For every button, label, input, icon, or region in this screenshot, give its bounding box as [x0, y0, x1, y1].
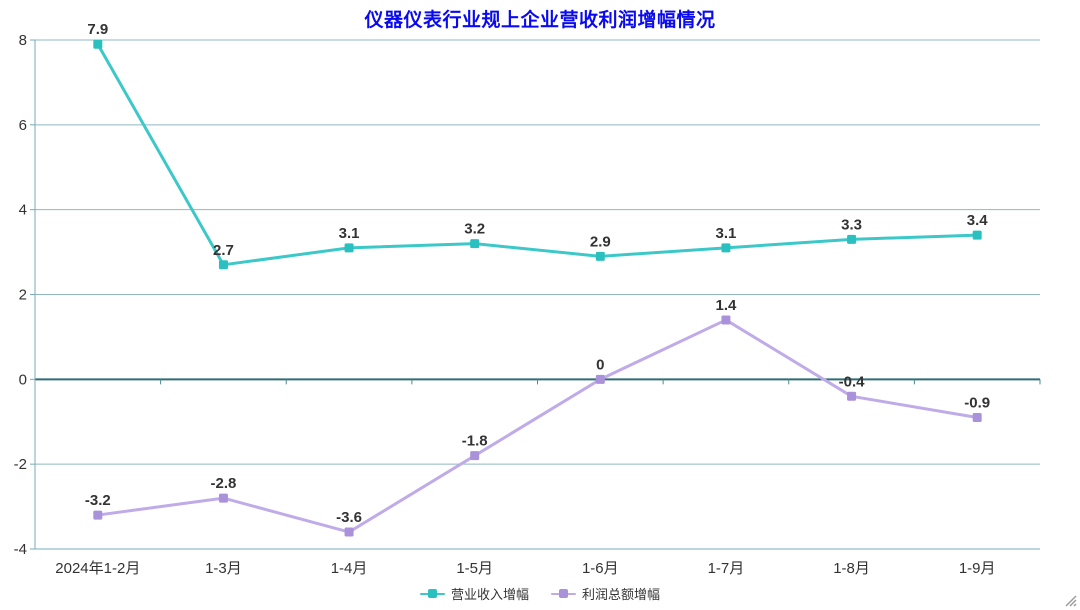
data-point-marker[interactable]	[847, 391, 857, 401]
legend-label: 利润总额增幅	[582, 587, 661, 602]
data-point-label: -2.8	[211, 475, 237, 492]
data-point-label: -0.9	[964, 395, 990, 412]
data-point-label: -3.6	[336, 509, 362, 526]
data-point-label: 1.4	[716, 297, 738, 314]
y-tick-label: -4	[14, 541, 27, 558]
data-point-label: 2.7	[213, 242, 234, 259]
y-tick-label: 0	[19, 371, 27, 388]
series-line-0[interactable]	[96, 42, 979, 267]
legend-label: 营业收入增幅	[450, 587, 529, 602]
x-tick-label: 1-6月	[582, 560, 619, 577]
legend: 营业收入增幅 利润总额增幅	[0, 584, 1080, 603]
y-tick-label: 2	[19, 287, 27, 304]
data-point-marker[interactable]	[218, 260, 228, 270]
y-tick-label: 6	[19, 117, 27, 134]
x-tick-label: 1-8月	[833, 560, 870, 577]
resize-handle-icon[interactable]	[1063, 594, 1077, 607]
x-tick-label: 1-7月	[708, 560, 745, 577]
y-tick-label: 4	[19, 202, 27, 219]
data-point-marker[interactable]	[218, 493, 228, 503]
chart-title: 仪器仪表行业规上企业营收利润增幅情况	[364, 10, 716, 31]
data-point-marker[interactable]	[595, 251, 605, 261]
x-tick-label: 1-3月	[205, 560, 242, 577]
plot-area[interactable]: 8 6 4 2 0 -2 -4 2024年1-2月 1-3月 1-4月 1-5月 1-6月 1-7月 1-…	[0, 0, 1080, 578]
data-point-marker[interactable]	[972, 413, 982, 423]
line-marker-icon	[419, 588, 445, 600]
line-marker-icon	[551, 588, 576, 600]
data-point-label: 3.3	[841, 216, 862, 233]
x-tick-label: 2024年1-2月	[55, 560, 140, 577]
data-point-marker[interactable]	[470, 239, 480, 249]
y-tick-label: -2	[14, 456, 27, 473]
x-tick-label: 1-4月	[331, 560, 368, 577]
data-point-label: 3.1	[716, 225, 737, 242]
y-tick-label: 8	[19, 32, 27, 49]
data-point-label: 3.4	[967, 212, 989, 229]
data-point-label: 7.9	[87, 21, 108, 38]
data-point-marker[interactable]	[470, 451, 480, 461]
x-tick-label: 1-9月	[959, 560, 996, 577]
legend-item-revenue-growth[interactable]: 营业收入增幅	[419, 584, 529, 603]
data-point-marker[interactable]	[972, 230, 982, 240]
data-point-marker[interactable]	[93, 510, 103, 520]
data-point-marker[interactable]	[847, 234, 857, 244]
data-point-label: -3.2	[85, 492, 111, 509]
data-point-label: 3.2	[464, 221, 485, 238]
data-point-marker[interactable]	[344, 243, 354, 253]
data-point-marker[interactable]	[595, 374, 605, 384]
x-tick-label: 1-5月	[456, 560, 493, 577]
data-point-marker[interactable]	[93, 39, 103, 49]
data-point-label: -1.8	[462, 433, 488, 450]
data-point-marker[interactable]	[721, 315, 731, 325]
series-line-1[interactable]	[96, 318, 979, 534]
data-point-label: 2.9	[590, 233, 611, 250]
data-point-label: -0.4	[839, 373, 866, 390]
data-point-label: 3.1	[339, 225, 360, 242]
data-point-marker[interactable]	[721, 243, 731, 253]
data-point-label: 0	[596, 356, 604, 373]
data-point-marker[interactable]	[344, 527, 354, 537]
legend-item-profit-growth[interactable]: 利润总额增幅	[551, 584, 660, 603]
